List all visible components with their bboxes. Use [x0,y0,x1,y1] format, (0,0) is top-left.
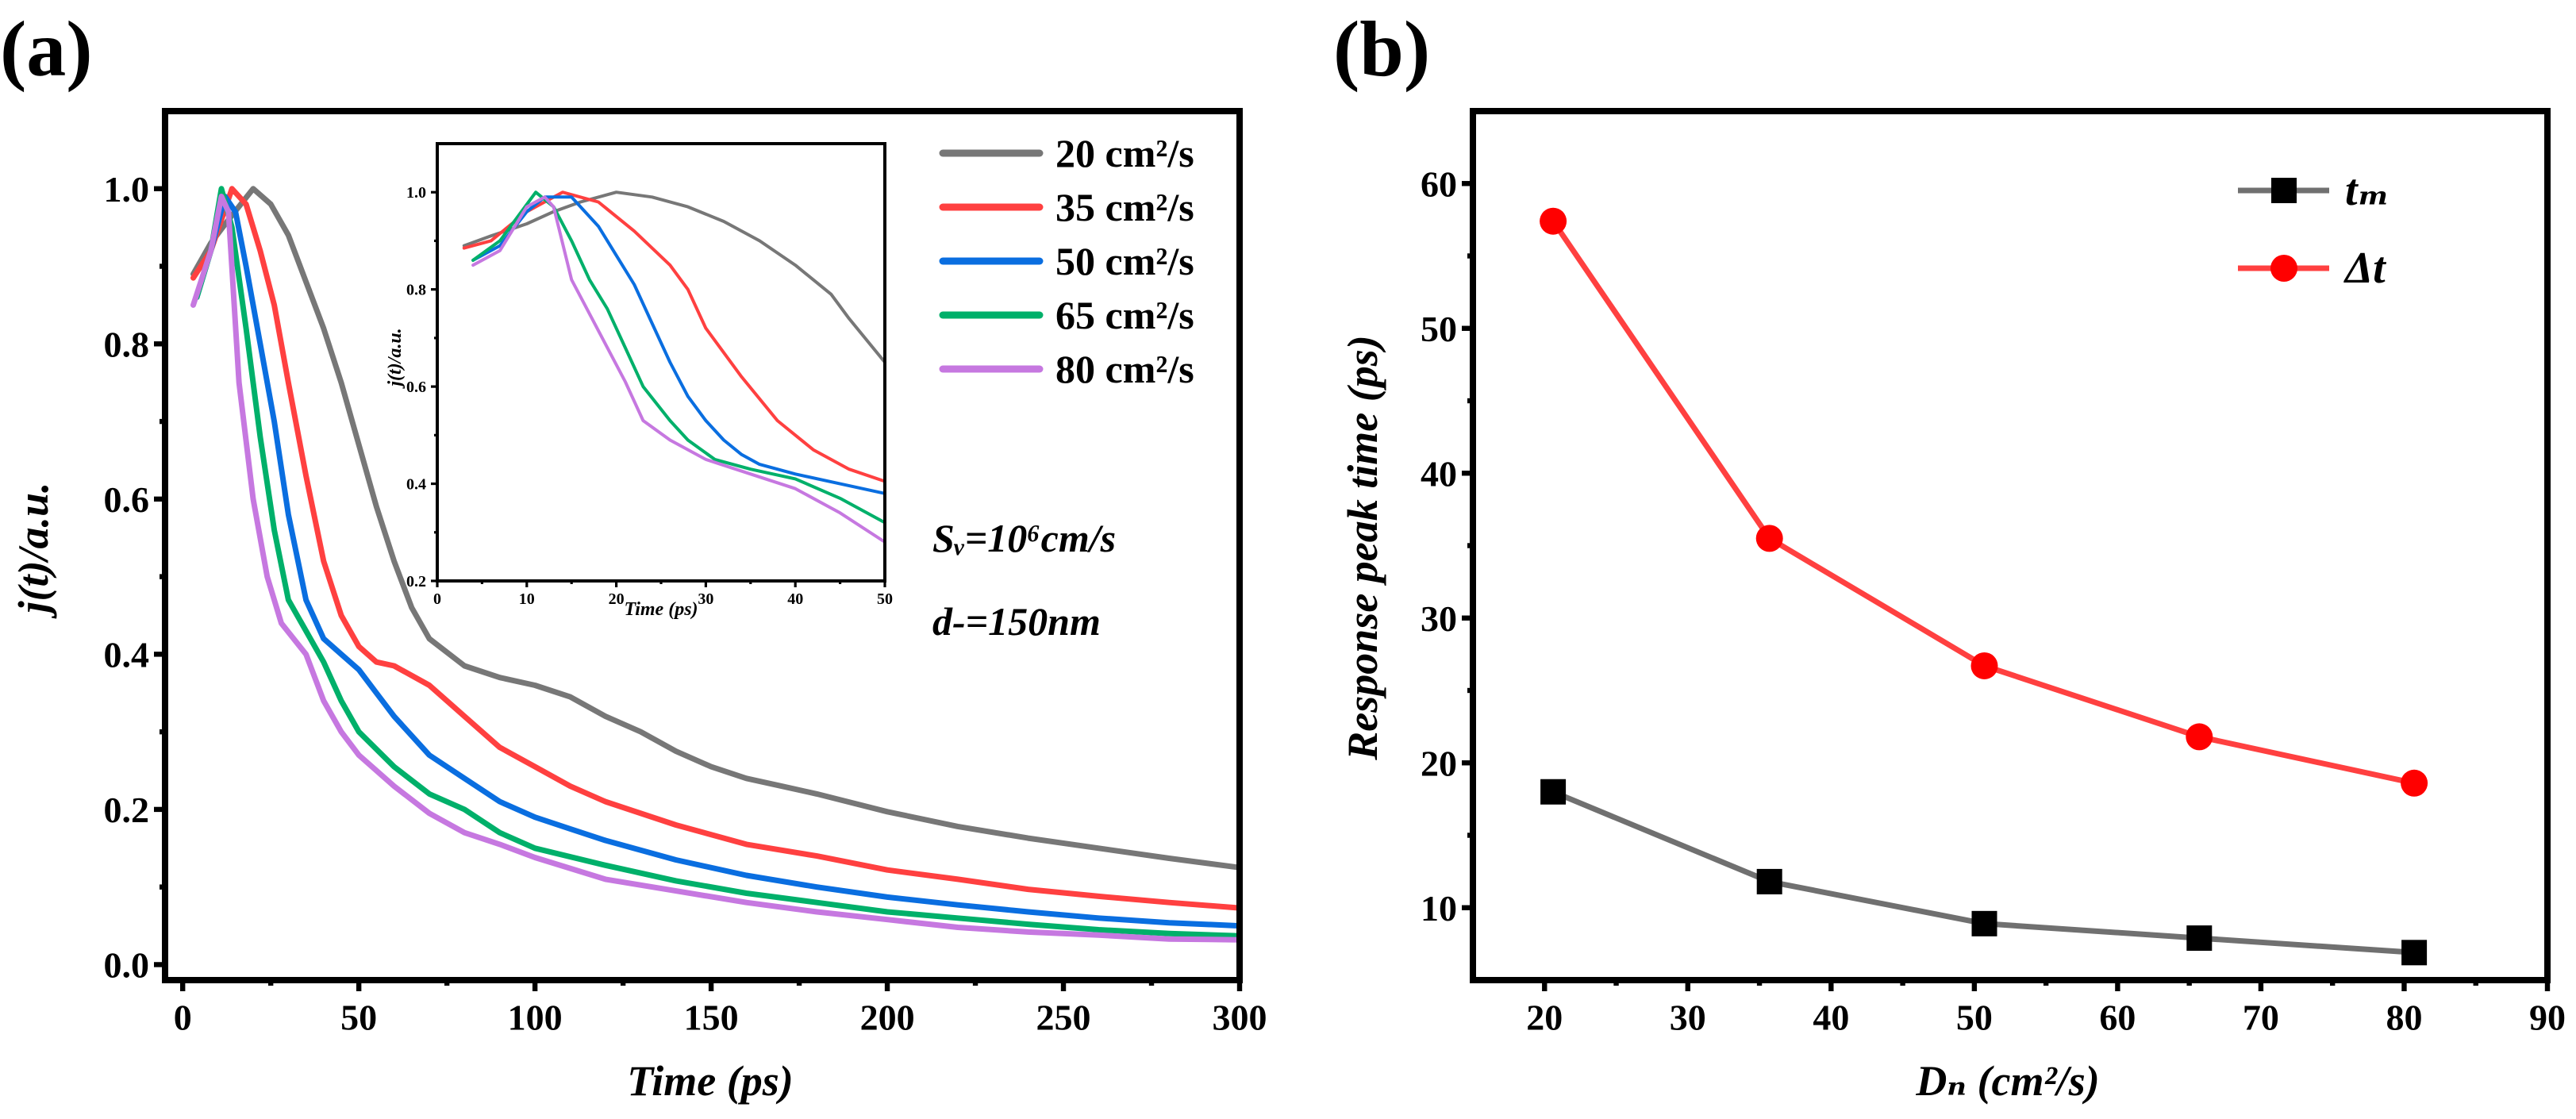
panel-a-series-line-0 [190,186,1243,871]
annotation-sv: Sᵥ=10⁶cm/s [932,516,1116,560]
panel-a-ytick-label: 0.2 [104,790,150,830]
panel-b-marker-circle [2401,769,2428,797]
inset-xtick-label: 40 [787,590,803,608]
inset-xtick-label: 20 [609,590,625,608]
panel-a-inset: 0 10 20 30 40 50 0.2 0.4 0.6 0.8 1.0 [406,142,893,608]
inset-series-line-4 [471,195,886,544]
panel-a-xtick-label: 100 [508,997,563,1037]
inset-ytick-label: 1.0 [406,184,426,202]
panel-b-marker-square [2401,940,2428,966]
panel-b-legend: tₘ Δt [2238,166,2390,293]
inset-ytick-label: 0.2 [406,573,426,590]
panel-a-label: (a) [0,5,93,93]
legend-a-label-4: 80 cm²/s [1055,347,1194,391]
panel-b-marker-square [1971,910,1997,936]
panel-b-ytick-label: 20 [1421,743,1457,783]
inset-xlabel: Time (ps) [624,599,698,620]
panel-b-plot: 20 30 40 50 60 70 80 90 10 20 30 40 50 60 [1421,108,2566,1037]
panel-b-marker-square [2186,925,2213,952]
panel-b-ytick-label: 60 [1421,163,1457,204]
panel-b-marker-circle [1540,207,1567,235]
inset-ytick-label: 0.6 [406,379,426,396]
panel-b-marker-square [1540,779,1567,805]
legend-b-marker-circle [2270,255,2297,282]
panel-a-ytick-label: 0.6 [104,479,150,520]
inset-ytick-label: 0.8 [406,282,426,299]
panel-b-series-line-1 [1550,218,2417,786]
panel-a-series-line-3 [194,186,1243,939]
inset-series-line-0 [462,190,886,364]
panel-b-frame [1470,108,2551,983]
legend-a-label-0: 20 cm²/s [1055,131,1194,175]
panel-b-xtick-label: 60 [2099,997,2136,1037]
panel-b-xtick-label: 70 [2243,997,2279,1037]
panel-b-ytick-label: 50 [1421,309,1457,349]
panel-a-series-line-1 [190,186,1243,911]
panel-a-ytick-label: 1.0 [104,169,150,210]
panel-a-xtick-label: 300 [1213,997,1267,1037]
panel-b-marker-square [1756,868,1782,894]
panel-b-xtick-label: 40 [1813,997,1849,1037]
inset-xtick-label: 30 [698,590,713,608]
panel-b-ytick-label: 40 [1421,453,1457,494]
inset-xtick-label: 10 [519,590,535,608]
panel-a-xtick-label: 150 [684,997,739,1037]
legend-a-label-2: 50 cm²/s [1055,239,1194,283]
panel-a-legend: 20 cm²/s 35 cm²/s 50 cm²/s 65 cm²/s 80 cm²/s [939,131,1194,391]
legend-b-label-1: Δt [2343,244,2386,293]
panel-a-ytick-label: 0.4 [104,634,150,675]
inset-ylabel: j(t)/a.u. [385,328,406,389]
legend-a-label-3: 65 cm²/s [1055,293,1194,337]
panel-a-ylabel: j(t)/a.u. [10,482,57,619]
panel-a-ytick-label: 0.0 [104,945,150,986]
panel-b-label: (b) [1333,5,1430,93]
panel-a-xtick-label: 200 [860,997,915,1037]
panel-b-ytick-label: 30 [1421,598,1457,639]
legend-b-label-0: tₘ [2345,166,2390,215]
legend-a-label-1: 35 cm²/s [1055,185,1194,229]
panel-b-marker-circle [2186,723,2213,751]
panel-a-xtick-label: 0 [174,997,192,1037]
panel-a-xtick-label: 250 [1036,997,1091,1037]
panel-b-xlabel: Dₙ (cm²/s) [1915,1057,2099,1105]
panel-b-xtick-label: 90 [2529,997,2566,1037]
panel-b-marker-circle [1970,652,1998,679]
legend-b-marker-square [2271,178,2297,203]
panel-b-ytick-label: 10 [1421,888,1457,929]
inset-background [437,144,885,581]
panel-a-ytick-label: 0.8 [104,324,150,364]
inset-xtick-label: 50 [877,590,893,608]
panel-a-xlabel: Time (ps) [627,1057,793,1105]
panel-a-frame [162,108,1243,983]
annotation-d: d-=150nm [932,599,1101,644]
panel-a-series-line-2 [194,194,1243,929]
panel-b-xtick-label: 50 [1956,997,1993,1037]
inset-series-line-3 [471,190,886,525]
panel-b-xtick-label: 80 [2386,997,2422,1037]
panel-b-marker-circle [1755,525,1783,552]
panel-a-series-line-4 [190,194,1243,943]
panel-b-ylabel: Response peak time (ps) [1339,335,1386,760]
panel-a-xtick-label: 50 [340,997,377,1037]
inset-ytick-label: 0.4 [406,476,426,494]
panel-b-xtick-label: 30 [1670,997,1706,1037]
panel-b-xtick-label: 20 [1526,997,1563,1037]
inset-xtick-label: 0 [433,590,441,608]
